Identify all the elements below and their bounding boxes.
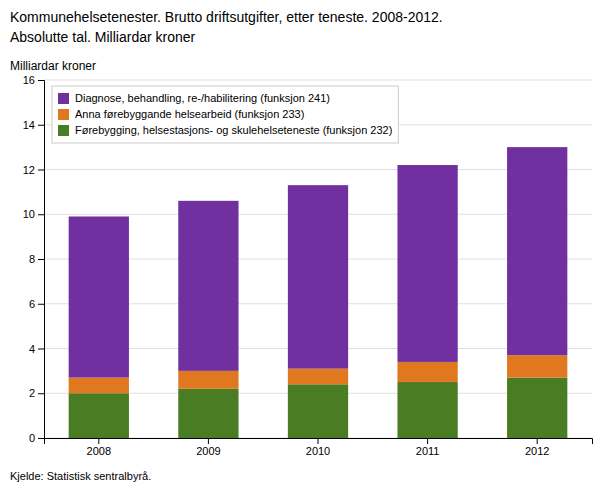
- y-tick-mark: [38, 304, 44, 305]
- x-tick: 2009: [196, 438, 220, 457]
- y-tick-label: 0: [29, 432, 35, 444]
- y-tick-label: 14: [23, 119, 35, 131]
- bar: [178, 371, 238, 389]
- y-tick-label: 6: [29, 298, 35, 310]
- legend-swatch: [58, 109, 69, 120]
- y-tick: 0: [29, 432, 44, 444]
- y-tick-mark: [38, 80, 44, 81]
- y-tick-label: 2: [29, 387, 35, 399]
- subtitle: Absolutte tal. Milliardar kroner: [10, 29, 196, 45]
- y-tick-label: 4: [29, 343, 35, 355]
- bar: [69, 378, 129, 394]
- y-tick-mark: [38, 125, 44, 126]
- y-tick: 16: [23, 74, 44, 86]
- bar: [288, 384, 348, 438]
- bar: [507, 147, 567, 355]
- x-tick: 2008: [87, 438, 111, 457]
- legend-swatch: [58, 93, 69, 104]
- y-tick-label: 16: [23, 74, 35, 86]
- legend-label: Diagnose, behandling, re-/habilitering (…: [75, 92, 330, 104]
- x-tick-mark: [318, 438, 319, 444]
- bar: [69, 393, 129, 438]
- legend-item: Førebygging, helsestasjons- og skulehels…: [58, 124, 392, 136]
- bar: [178, 389, 238, 438]
- series: [69, 147, 568, 377]
- y-axis-title: Milliardar kroner: [10, 59, 96, 73]
- bar: [507, 378, 567, 438]
- bar: [397, 165, 457, 362]
- plot: 0 2 4 6 8 10 12 14 16 2008 2009 2010 2011 2012 Diagnos…: [23, 74, 593, 457]
- bars: [69, 147, 568, 438]
- source: Kjelde: Statistisk sentralbyrå.: [10, 470, 151, 482]
- y-tick: 12: [23, 164, 44, 176]
- series: [69, 378, 568, 438]
- x-tick-mark: [208, 438, 209, 444]
- y-tick-label: 12: [23, 164, 35, 176]
- x-tick: 2011: [416, 438, 440, 457]
- y-tick: 4: [29, 343, 44, 355]
- legend-label: Førebygging, helsestasjons- og skulehels…: [75, 124, 392, 136]
- y-tick-mark: [38, 349, 44, 350]
- y-tick-mark: [38, 214, 44, 215]
- bar: [69, 216, 129, 377]
- y-tick: 10: [23, 208, 44, 220]
- grid: [44, 80, 592, 438]
- x-tick: 2012: [525, 438, 549, 457]
- bar: [178, 201, 238, 371]
- bar: [397, 362, 457, 382]
- x-tick-label: 2012: [525, 445, 549, 457]
- y-tick-label: 8: [29, 253, 35, 265]
- x-tick-label: 2009: [196, 445, 220, 457]
- y-tick-mark: [38, 393, 44, 394]
- y-tick-mark: [38, 170, 44, 171]
- x-axis: 2008 2009 2010 2011 2012: [45, 438, 593, 457]
- legend-box: [52, 86, 398, 143]
- x-axis-line: [45, 439, 593, 445]
- legend-item: Anna førebyggande helsearbeid (funksjon …: [58, 108, 304, 120]
- bar: [397, 382, 457, 438]
- y-tick-label: 10: [23, 208, 35, 220]
- y-tick: 2: [29, 387, 44, 399]
- chart: Kommunehelsetenester. Brutto driftsutgif…: [0, 0, 610, 488]
- x-tick-label: 2010: [306, 445, 330, 457]
- x-tick: 2010: [306, 438, 330, 457]
- x-tick-label: 2008: [87, 445, 111, 457]
- y-tick-mark: [38, 259, 44, 260]
- x-tick-mark: [537, 438, 538, 444]
- x-tick-mark: [427, 438, 428, 444]
- bar: [507, 355, 567, 377]
- y-axis: 0 2 4 6 8 10 12 14 16: [23, 74, 45, 444]
- y-tick: 6: [29, 298, 44, 310]
- legend-item: Diagnose, behandling, re-/habilitering (…: [58, 92, 330, 104]
- y-axis-line: [38, 81, 45, 439]
- title: Kommunehelsetenester. Brutto driftsutgif…: [10, 9, 443, 25]
- y-tick: 14: [23, 119, 44, 131]
- bar: [288, 369, 348, 385]
- y-tick-mark: [38, 438, 44, 439]
- legend-swatch: [58, 125, 69, 136]
- legend-label: Anna førebyggande helsearbeid (funksjon …: [75, 108, 304, 120]
- y-tick: 8: [29, 253, 44, 265]
- grid-line: [44, 80, 592, 81]
- legend: Diagnose, behandling, re-/habilitering (…: [52, 86, 398, 143]
- chart-container: Kommunehelsetenester. Brutto driftsutgif…: [0, 0, 610, 488]
- x-tick-label: 2011: [416, 445, 440, 457]
- x-tick-mark: [98, 438, 99, 444]
- bar: [288, 185, 348, 368]
